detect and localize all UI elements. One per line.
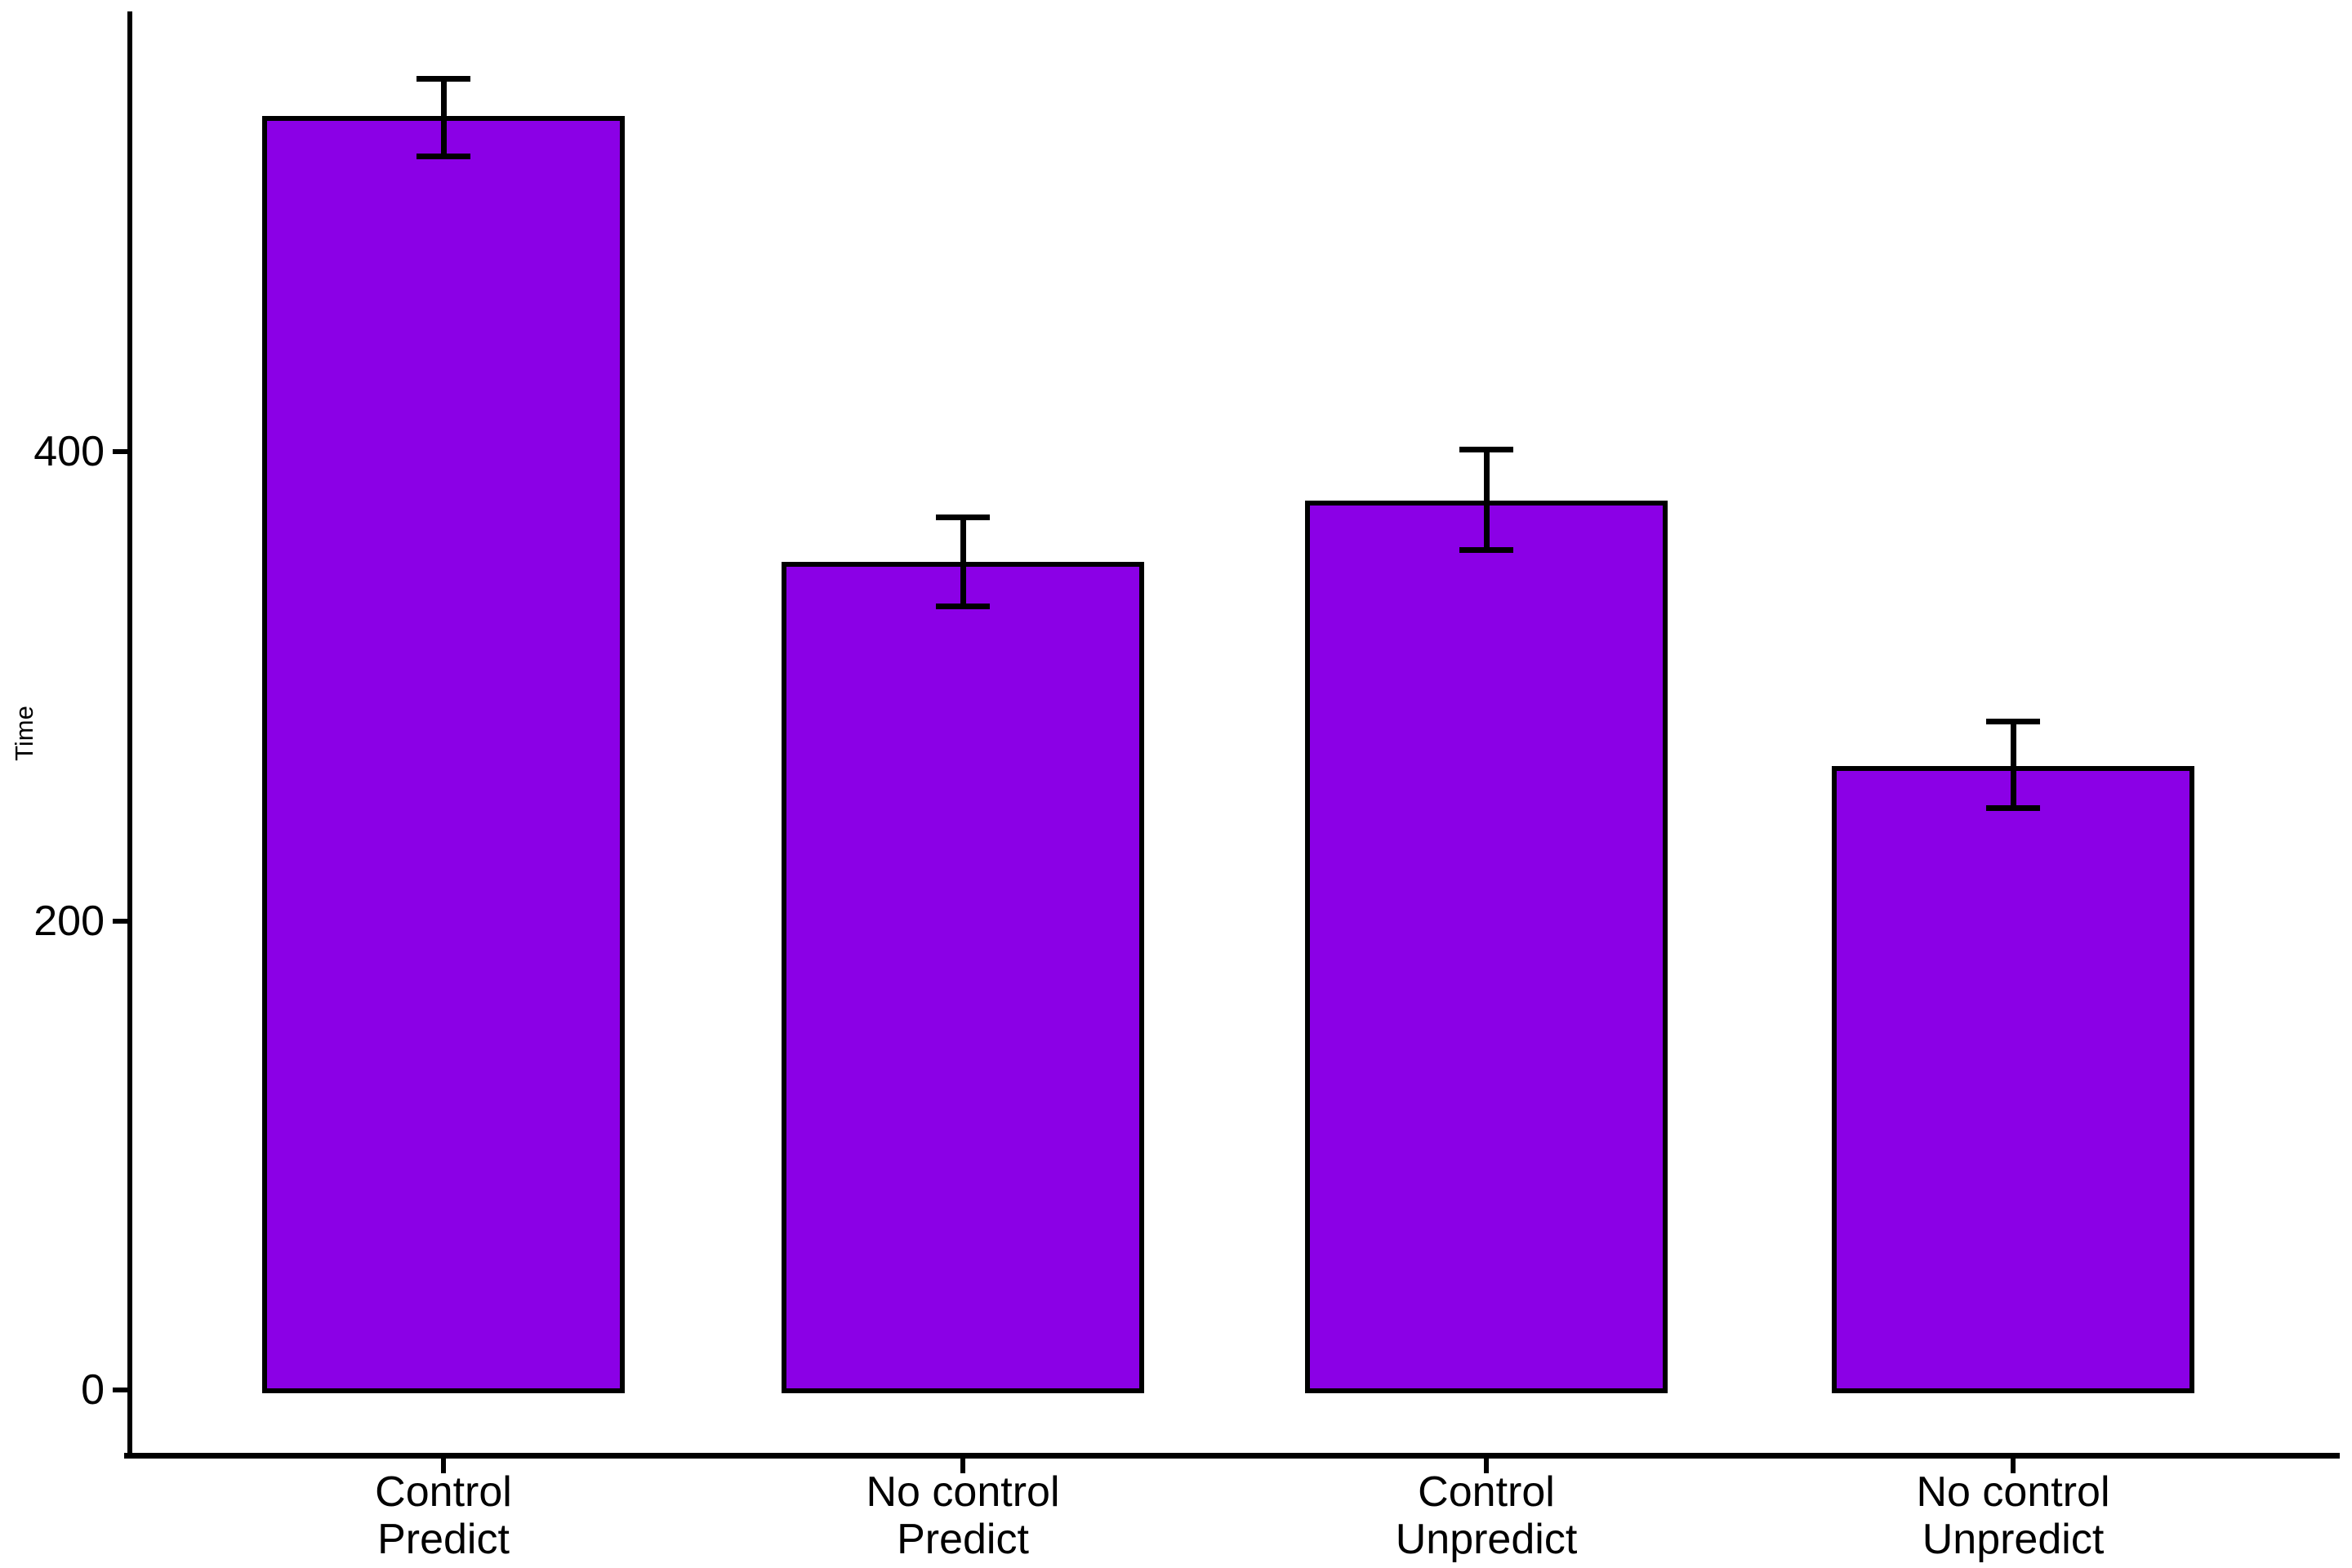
bar [1832,765,2194,1393]
y-axis-line [127,11,132,1459]
y-tick-mark [113,918,127,924]
x-category-label: No control Unpredict [1916,1468,2110,1563]
error-bar-cap [1459,446,1513,452]
error-bar-line [1483,449,1490,550]
error-bar-cap [936,514,990,520]
x-category-label: Control Predict [375,1468,512,1563]
y-tick-label: 400 [33,428,105,475]
error-bar-line [960,517,966,607]
x-tick-mark [1484,1459,1489,1473]
error-bar-cap [416,153,470,159]
x-category-label: Control Unpredict [1395,1468,1578,1563]
error-bar-cap [1986,718,2040,724]
x-tick-mark [2011,1459,2016,1473]
x-axis-line [124,1453,2340,1459]
bar [782,562,1144,1393]
error-bar-cap [1459,547,1513,554]
bar [262,116,625,1393]
error-bar-cap [936,604,990,610]
x-tick-mark [441,1459,446,1473]
x-category-label: No control Predict [866,1468,1060,1563]
error-bar-cap [416,75,470,82]
y-tick-label: 200 [33,897,105,945]
error-bar-cap [1986,805,2040,812]
bar [1305,501,1668,1393]
error-bar-line [2010,721,2016,808]
y-tick-mark [113,1388,127,1392]
x-tick-mark [960,1459,965,1473]
error-bar-line [440,78,447,157]
y-axis-title: Time [10,706,38,761]
y-tick-mark [113,449,127,454]
y-tick-label: 0 [81,1366,105,1414]
